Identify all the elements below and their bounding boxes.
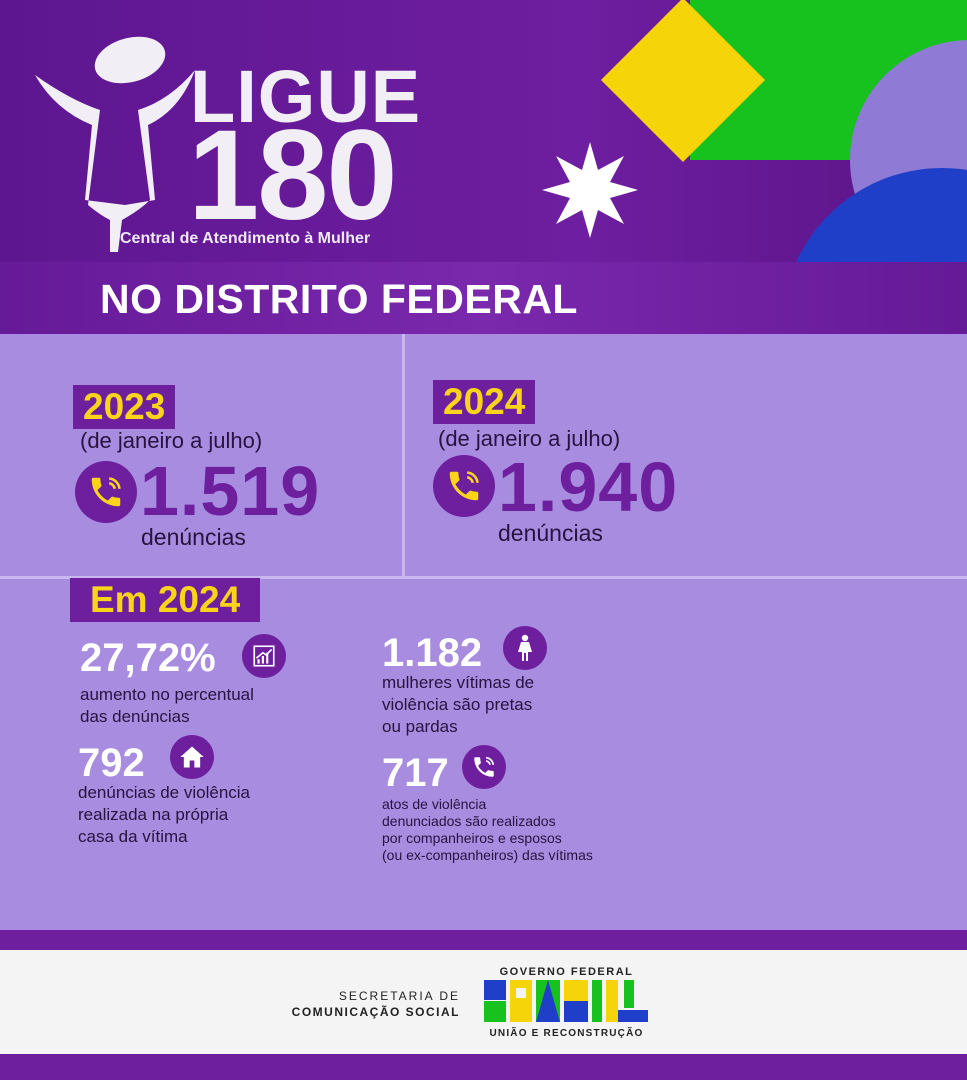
brasil-logo: [484, 980, 648, 1022]
stat-desc-line: (ou ex-companheiros) das vítimas: [382, 847, 593, 863]
stat-desc-line: ou pardas: [382, 717, 458, 736]
stat-desc-line: casa da vítima: [78, 827, 188, 846]
horizontal-divider: [0, 576, 967, 579]
blue-circle: [782, 168, 967, 262]
stat-desc-line: denunciados são realizados: [382, 813, 556, 829]
gov-line2: UNIÃO E RECONSTRUÇÃO: [489, 1028, 644, 1039]
stat-house-value: 792: [78, 741, 145, 785]
stat-women-desc: mulheres vítimas de violência são pretas…: [382, 672, 534, 738]
phone-icon: [433, 455, 495, 517]
star-icon: [542, 142, 638, 238]
chart-growth-icon: [242, 634, 286, 678]
stat-desc-line: denúncias de violência: [78, 783, 251, 802]
footer: [0, 950, 967, 1054]
secretaria-line2: COMUNICAÇÃO SOCIAL: [291, 1005, 460, 1019]
label-2024: denúncias: [498, 520, 603, 546]
woman-icon: [503, 626, 547, 670]
vertical-divider: [402, 334, 405, 578]
year-badge-2024: 2024: [433, 380, 536, 424]
phone-icon: [75, 461, 137, 523]
stat-desc-line: realizada na própria: [78, 805, 229, 824]
stat-partners-desc: atos de violência denunciados são realiz…: [382, 796, 593, 864]
logo-ligue-text: LIGUE: [190, 55, 422, 138]
page-title: NO DISTRITO FEDERAL: [100, 276, 578, 322]
title-bar: [0, 262, 967, 334]
stat-desc-line: aumento no percentual: [80, 685, 254, 704]
label-2023: denúncias: [141, 524, 246, 550]
stat-desc-line: das denúncias: [80, 707, 190, 726]
logo-180-text: 180: [188, 104, 398, 247]
content-panel: [0, 334, 967, 930]
footer-stripe: [0, 1054, 967, 1080]
logo-subtitle: Central de Atendimento à Mulher: [120, 230, 371, 247]
count-2024: 1.940: [498, 448, 679, 526]
bottom-stripe: [0, 930, 967, 950]
stat-percent-value: 27,72%: [80, 636, 216, 680]
period-2024: (de janeiro a julho): [438, 426, 621, 451]
stat-women-value: 1.182: [382, 631, 483, 675]
stat-percent-desc: aumento no percentual das denúncias: [80, 684, 254, 728]
stat-partners-value: 717: [382, 751, 449, 795]
period-2023: (de janeiro a julho): [80, 428, 263, 453]
highlights-badge: Em 2024: [70, 578, 261, 622]
house-icon: [170, 735, 214, 779]
header: [0, 0, 967, 262]
year-badge-2023: 2023: [73, 385, 176, 429]
count-2023: 1.519: [140, 452, 321, 530]
stat-desc-line: por companheiros e esposos: [382, 830, 562, 846]
secretaria-line1: SECRETARIA DE: [338, 989, 460, 1003]
gov-line1: GOVERNO FEDERAL: [499, 966, 634, 978]
stat-desc-line: violência são pretas: [382, 695, 533, 714]
stat-desc-line: atos de violência: [382, 796, 487, 812]
stat-desc-line: mulheres vítimas de: [382, 673, 535, 692]
woman-logo-icon: [35, 36, 195, 252]
phone-icon: [462, 745, 506, 789]
stat-house-desc: denúncias de violência realizada na próp…: [78, 782, 250, 848]
